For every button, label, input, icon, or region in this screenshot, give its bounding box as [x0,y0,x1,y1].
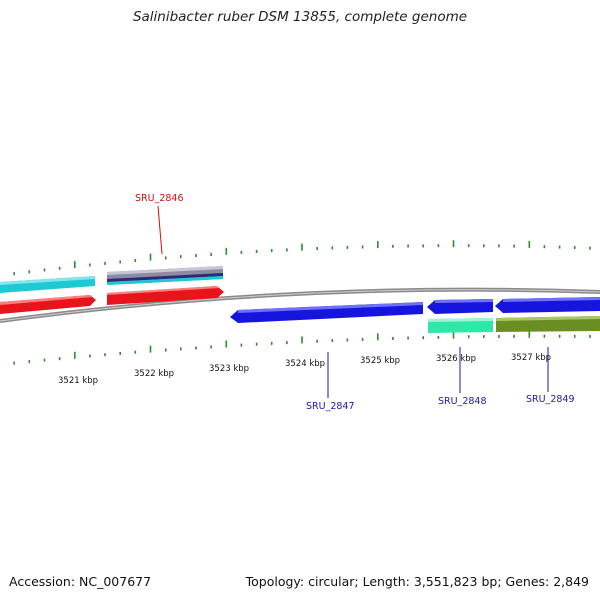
map-title: Salinibacter ruber DSM 13855, complete g… [132,9,468,25]
leader-sru-2846 [157,205,163,255]
gene-label-sru-2848: SRU_2848 [438,396,487,407]
gene-label-sru-2847: SRU_2847 [306,401,355,412]
scale-label: 3522 kbp [134,369,174,379]
inner-tick-marks [13,330,591,365]
accession-text: Accession: NC_007677 [9,574,152,589]
scale-label: 3524 kbp [285,359,325,369]
gene-label-sru-2846: SRU_2846 [135,193,184,204]
scale-label: 3523 kbp [209,364,249,374]
feature-sru-2847 [230,302,423,323]
scale-label: 3525 kbp [360,356,400,366]
scale-label: 3521 kbp [58,376,98,386]
gene-label-sru-2849: SRU_2849 [526,394,575,405]
scale-label: 3526 kbp [436,354,476,364]
feature-red-left [0,295,96,314]
scale-label: 3527 kbp [511,353,551,363]
genome-summary-text: Topology: circular; Length: 3,551,823 bp… [245,574,589,589]
feature-sru-2846 [107,286,224,305]
outer-tick-marks [13,240,591,276]
